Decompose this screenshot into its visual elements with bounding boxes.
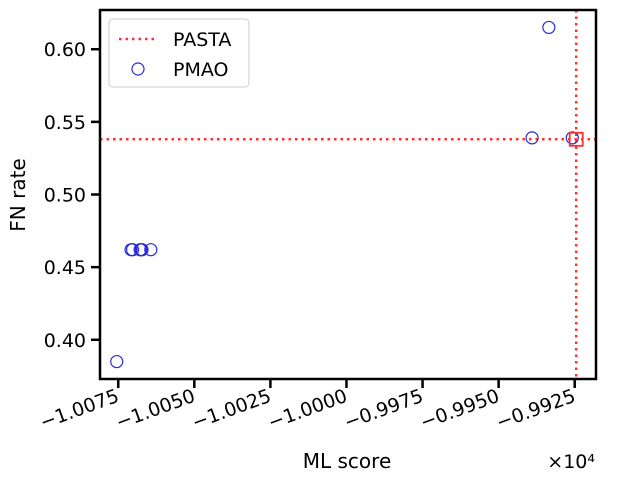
y-axis: 0.40 0.45 0.50 0.55 0.60 (44, 39, 100, 352)
x-tick-label: −1.0050 (113, 385, 198, 434)
legend-label-pasta: PASTA (173, 29, 231, 51)
pmao-point (135, 243, 149, 257)
y-tick-label: 0.55 (44, 112, 86, 134)
x-axis-title: ML score (303, 449, 392, 473)
legend: PASTA PMAO (108, 18, 250, 88)
x-tick-label: −1.0025 (189, 385, 274, 434)
x-axis-offset-label: ×10⁴ (547, 451, 595, 473)
pmao-point (542, 20, 556, 35)
y-axis-title: FN rate (6, 158, 30, 231)
pmao-point (125, 243, 140, 257)
x-tick-label: −0.9925 (493, 385, 578, 434)
y-tick-label: 0.45 (44, 257, 86, 279)
y-tick-label: 0.50 (44, 185, 86, 207)
x-axis: −1.0075−1.0050−1.0025−1.0000−0.9975−0.99… (37, 379, 578, 434)
legend-pmao-marker-swatch (131, 62, 145, 76)
y-tick-label: 0.40 (44, 330, 86, 352)
pmao-point (525, 131, 539, 145)
pasta-point (568, 131, 584, 147)
y-tick-label: 0.60 (44, 39, 86, 61)
x-tick-label: −0.9950 (417, 385, 502, 434)
x-tick-label: −1.0000 (265, 385, 350, 434)
points-layer (110, 20, 584, 369)
reference-lines-layer (100, 10, 596, 379)
pmao-point (110, 354, 124, 369)
legend-label-pmao: PMAO (173, 59, 228, 81)
x-tick-label: −0.9975 (341, 385, 426, 434)
pmao-point (144, 243, 158, 257)
x-tick-label: −1.0075 (37, 385, 122, 434)
pmao-point (565, 131, 579, 145)
